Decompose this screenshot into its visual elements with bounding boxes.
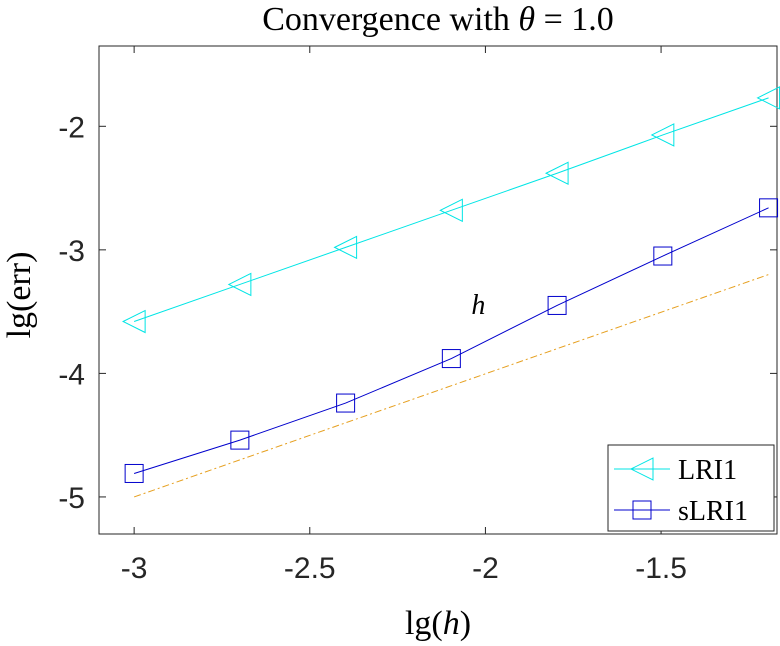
- data-point-sLRI1: [653, 246, 673, 266]
- x-tick-label: -1.5: [635, 552, 687, 585]
- data-point-LRI1: [333, 235, 358, 260]
- x-tick-label: -2.5: [284, 552, 336, 585]
- series-line-LRI1: [133, 97, 769, 322]
- y-tick-label: -2: [58, 111, 85, 144]
- series-group: [122, 86, 780, 483]
- data-point-LRI1: [122, 309, 146, 334]
- chart-title: Convergence with θ = 1.0: [262, 1, 614, 38]
- data-point-sLRI1: [230, 430, 250, 450]
- y-axis-label: lg(err): [1, 252, 38, 339]
- x-tick-label: -2: [472, 552, 499, 585]
- annotation-h: h: [471, 290, 485, 321]
- legend-marker-LRI1: [629, 457, 654, 481]
- x-axis-label: lg(h): [405, 605, 471, 642]
- data-point-LRI1: [544, 161, 569, 186]
- y-tick-label: -3: [58, 235, 85, 268]
- legend: LRI1 sLRI1: [607, 444, 775, 532]
- data-point-sLRI1: [441, 349, 461, 369]
- legend-box: [607, 444, 775, 532]
- data-point-sLRI1: [759, 198, 779, 218]
- legend-label-sLRI1: sLRI1: [678, 496, 748, 527]
- x-axis-ticks: -3 -2.5 -2 -1.5: [121, 46, 687, 585]
- y-axis-ticks: -5 -4 -3 -2: [58, 111, 777, 515]
- legend-marker-sLRI1: [632, 500, 652, 520]
- reference-line-group: [133, 274, 769, 498]
- plot-area-frame: [98, 45, 778, 535]
- reference-line: [133, 274, 769, 498]
- data-point-LRI1: [227, 272, 252, 297]
- x-tick-label: -3: [121, 552, 148, 585]
- y-tick-label: -4: [58, 358, 85, 391]
- annotations-group: h: [471, 290, 485, 321]
- series-sLRI1: [124, 198, 779, 483]
- legend-label-LRI1: LRI1: [678, 455, 737, 486]
- data-point-sLRI1: [124, 463, 144, 483]
- data-point-LRI1: [650, 123, 675, 147]
- data-point-LRI1: [439, 198, 463, 223]
- y-tick-label: -5: [58, 482, 85, 515]
- series-LRI1: [122, 86, 780, 334]
- series-line-sLRI1: [133, 207, 769, 474]
- data-point-sLRI1: [336, 393, 356, 413]
- data-point-sLRI1: [547, 295, 567, 315]
